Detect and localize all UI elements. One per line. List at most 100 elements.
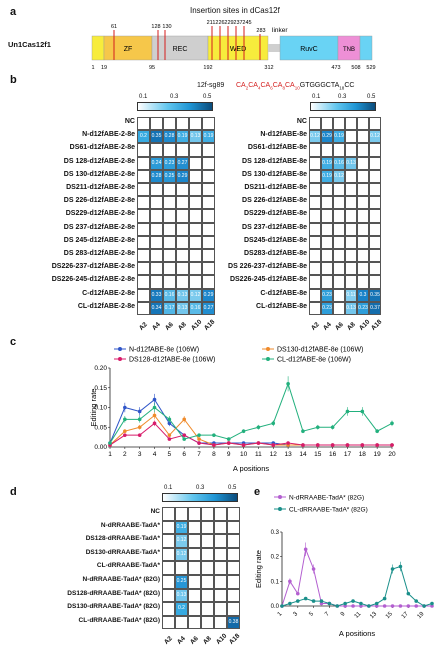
heatmap-cell: 0.12 [175, 547, 188, 562]
data-point [197, 437, 201, 441]
heatmap-cell [150, 262, 163, 276]
heatmap-cell [309, 183, 321, 197]
heatmap-cell: 0.35 [369, 288, 381, 302]
data-point [123, 433, 127, 437]
heatmap-row-label: DS 130-d12fABE-2-8e [63, 170, 135, 178]
data-point [319, 601, 324, 606]
x-tick-label: 16 [329, 451, 337, 458]
legend-label: DS128-d12fABE-8e (106W) [129, 357, 215, 364]
x-tick-label: 17 [401, 611, 410, 620]
insertion-sites [113, 26, 261, 60]
heatmap-cell [369, 169, 381, 183]
colorbar-tick: 0.5 [203, 94, 212, 100]
heatmap-cell [227, 507, 240, 521]
y-tick-label: 0.0 [271, 604, 280, 610]
heatmap-cell: 0.23 [321, 288, 333, 302]
heatmap-row-label: N-d12fABE-2-8e [82, 131, 135, 139]
data-point [226, 441, 231, 445]
heatmap-row-label: CL-dRRAABE-TadA* (82G) [78, 616, 161, 624]
heatmap-cell [309, 222, 321, 236]
heatmap-cell: 0.27 [176, 156, 189, 170]
heatmap-row-label: DS211-d12fABE-8e [244, 184, 307, 191]
colorbar-tick: 0.5 [367, 94, 376, 100]
heatmap-cell [150, 235, 163, 249]
colorbar-tick: 0.1 [164, 485, 173, 491]
heatmap-cell [201, 575, 214, 589]
domain-c-terminal [359, 35, 373, 61]
data-point [398, 604, 403, 608]
heatmap-cell: 0.25 [163, 169, 176, 183]
colorbar-tick: 0.3 [196, 485, 205, 491]
heatmap-cell [189, 156, 202, 170]
heatmap-cell: 0.12 [369, 130, 381, 144]
heatmap-cell: 0.19 [321, 156, 333, 170]
heatmap-cell [188, 561, 201, 575]
heatmap-cell [214, 575, 227, 589]
data-point [295, 599, 300, 603]
heatmap-cell [189, 183, 202, 197]
heatmap-row-label: N-dRRAABE-TadA* [100, 521, 160, 529]
heatmap-cell: 0.23 [321, 301, 333, 315]
heatmap-row-label: DS283-d12fABE-8e [243, 250, 307, 257]
x-tick-label: 17 [344, 451, 352, 458]
heatmap-cell [321, 196, 333, 210]
heatmap-cell [345, 249, 357, 263]
data-point [226, 437, 231, 441]
heatmap-cell [137, 156, 150, 170]
heatmap-cell [137, 117, 150, 131]
heatmap-cell [369, 235, 381, 249]
x-tick-label: 2 [123, 451, 127, 458]
heatmap-cell: 0.28 [163, 130, 176, 144]
heatmap-row-label: DS 245-d12fABE-2-8e [63, 236, 135, 244]
heatmap-cell [333, 235, 345, 249]
heatmap-row-label: DS226-245-d12fABE-8e [229, 276, 307, 284]
heatmap-cell [227, 602, 240, 616]
data-point [359, 601, 363, 606]
heatmap-cell [345, 235, 357, 249]
heatmap-cell: 0.12 [175, 534, 188, 548]
heatmap-cell: 0.12 [189, 288, 202, 302]
heatmap-cell [150, 183, 163, 197]
linker-label: linker [272, 27, 288, 34]
panel-a-title: Insertion sites in dCas12f [190, 6, 280, 15]
data-point [430, 601, 434, 606]
heatmap-cell [321, 249, 333, 263]
heatmap-row-label: N-dRRAABE-TadA* (82G) [82, 576, 160, 583]
heatmap-cell [357, 235, 369, 249]
heatmap-cell [162, 615, 175, 630]
heatmap-cell [163, 209, 176, 223]
x-tick-label: 5 [168, 451, 172, 458]
heatmap-cell [357, 143, 369, 157]
site-label: 245 [242, 20, 251, 26]
x-axis-label: A positions [233, 464, 270, 473]
x-tick-label: 12 [270, 451, 278, 458]
heatmap-cell [162, 520, 175, 535]
data-point [390, 567, 395, 571]
position-label: 529 [366, 65, 375, 71]
heatmap-cell [214, 602, 227, 616]
data-point [330, 443, 335, 447]
heatmap-column-label: A6 [164, 321, 175, 332]
heatmap-column-label: A8 [177, 321, 188, 332]
heatmap-cell: 0.16 [189, 301, 202, 315]
colorbar-tick: 0.5 [228, 485, 237, 491]
data-point [241, 429, 246, 433]
data-point [330, 425, 335, 430]
heatmap-cell [309, 156, 321, 170]
heatmap-cell [189, 209, 202, 223]
heatmap-cell [357, 209, 369, 223]
data-point [152, 421, 157, 426]
heatmap-cell [150, 117, 163, 131]
data-point [152, 405, 157, 410]
heatmap-cell [137, 301, 150, 315]
heatmap-cell [333, 117, 345, 131]
heatmap-cell [202, 143, 215, 157]
legend-label: CL-d12fABE-8e (106W) [277, 357, 351, 364]
heatmap-cell [163, 183, 176, 197]
heatmap-cell [345, 209, 357, 223]
heatmap-cell: 0.16 [333, 156, 345, 170]
y-tick-label: 0.1 [271, 579, 280, 585]
heatmap-row-label: DS128-dRRAABE-TadA* (82G) [67, 589, 160, 597]
guide-seq-part: GTGGGCTA [299, 82, 340, 89]
heatmap-cell [162, 507, 175, 521]
